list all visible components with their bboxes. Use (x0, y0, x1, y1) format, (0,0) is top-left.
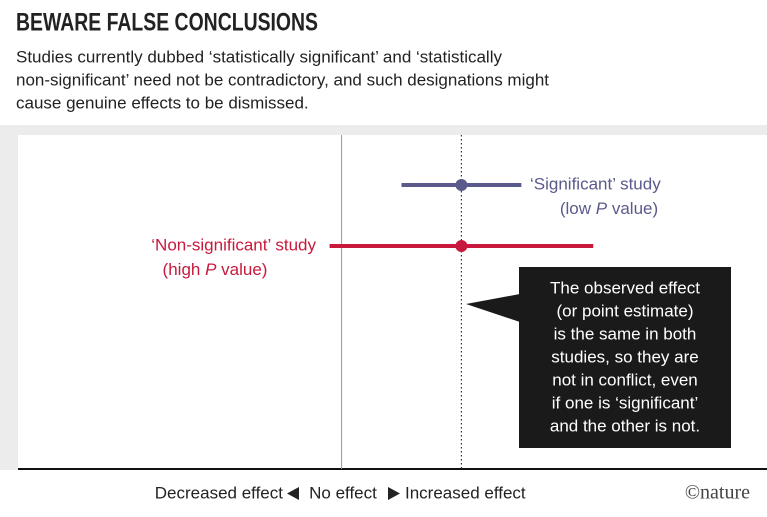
detail-part: (high (163, 260, 206, 279)
annotation-pointer (466, 294, 520, 322)
series-label: ‘Significant’ study (530, 174, 661, 193)
point-estimate (455, 179, 468, 191)
annotation-line: not in conflict, even (552, 370, 698, 389)
credit: ©nature (685, 482, 750, 504)
band (0, 125, 767, 135)
x-axis-label: Increased effect (405, 483, 526, 502)
point-estimate (455, 240, 468, 252)
detail-part: (low (560, 199, 596, 218)
series-detail: (low P value) (560, 199, 658, 218)
arrow-right (388, 487, 400, 500)
annotation-line: studies, so they are (551, 347, 698, 366)
annotation-line: if one is ‘significant’ (552, 393, 698, 412)
annotation-box (519, 267, 731, 448)
subtitle: non-significant’ need not be contradicto… (16, 70, 549, 89)
annotation-line: is the same in both (554, 324, 697, 343)
subtitle: Studies currently dubbed ‘statistically … (16, 47, 502, 66)
band (0, 125, 18, 470)
subtitle: cause genuine effects to be dismissed. (16, 93, 309, 112)
x-axis-label: No effect (309, 483, 377, 502)
series-detail: (high P value) (163, 260, 268, 279)
x-axis-label: Decreased effect (155, 483, 283, 502)
detail-part: value) (216, 260, 267, 279)
annotation-line: The observed effect (550, 278, 700, 297)
detail-part: P (205, 260, 217, 279)
annotation-line: (or point estimate) (557, 301, 694, 320)
series-label: ‘Non-significant’ study (151, 235, 316, 254)
chart-title: BEWARE FALSE CONCLUSIONS (16, 9, 318, 37)
annotation-line: and the other is not. (550, 416, 700, 435)
arrow-left (287, 487, 299, 500)
detail-part: P (596, 199, 608, 218)
detail-part: value) (607, 199, 658, 218)
